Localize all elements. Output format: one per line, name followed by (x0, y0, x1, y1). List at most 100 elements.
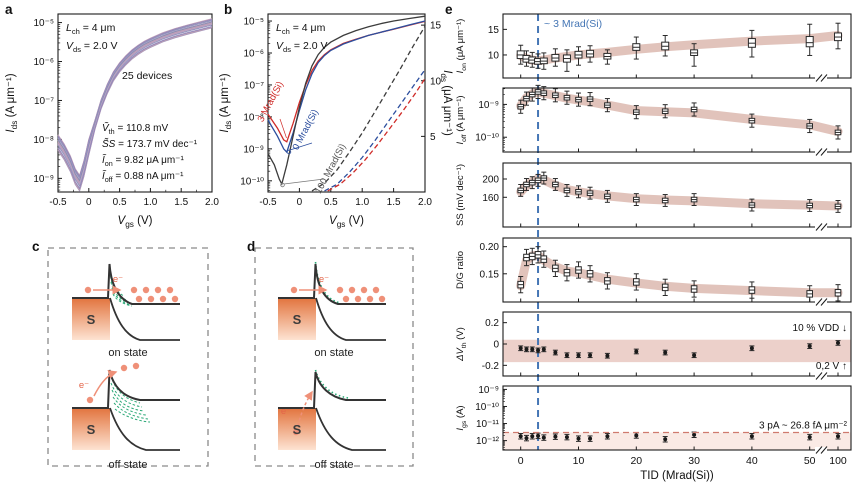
panel-a-chart: 10⁻⁵ 10⁻⁶ 10⁻⁷ 10⁻⁸ 10⁻⁹ -0.5 0 0.5 1.0 1.5 2.0 Lch… (5, 13, 219, 229)
y-tick-label: 10⁻⁷ (34, 96, 54, 107)
y-axis-label-ioff: Ioff (A μm⁻¹) (455, 95, 468, 144)
x-tick-label: 0 (297, 197, 303, 208)
data-point (576, 436, 581, 441)
data-point (536, 433, 541, 438)
y-tick-label: 160 (482, 193, 499, 204)
source-label: S (293, 312, 302, 327)
y2-tick-label: 10 (430, 76, 442, 87)
data-point (605, 434, 610, 439)
panel-d-schematic: e⁻ S on state e⁻ S off state (254, 247, 414, 471)
data-point (634, 349, 639, 354)
box (805, 36, 814, 48)
panel-c-schematic: e⁻ S on state e⁻ S off state (47, 247, 209, 471)
valence-band (109, 407, 180, 451)
data-point (634, 433, 639, 438)
data-point (692, 432, 697, 437)
transfer-curve (57, 26, 213, 190)
y2-tick-label: 15 (430, 21, 442, 32)
vdd-annotation: 10 % VDD ↓ (793, 323, 847, 334)
data-point (530, 347, 535, 352)
transfer-curve (57, 24, 213, 187)
x-tick-label: 20 (630, 455, 642, 467)
leakage-annotation: 3 pA ~ 26.8 fA μm⁻² (759, 420, 848, 431)
condition-lch: Lch = 4 μm (276, 22, 326, 36)
x-tick-label: -0.5 (259, 197, 277, 208)
panel-c-border (47, 247, 209, 467)
data-point (524, 436, 529, 441)
y-tick-label: 0.15 (480, 269, 500, 280)
panel-c-letter: c (32, 239, 40, 254)
y-tick-label: 0.2 (485, 318, 499, 329)
y-tick-label: 0 (493, 340, 499, 351)
valence-band (315, 297, 386, 341)
data-point (663, 437, 668, 442)
electron-cluster (130, 286, 179, 303)
y-tick-label: 10⁻⁶ (243, 48, 264, 59)
x-tick-label: -0.5 (49, 197, 67, 208)
emission-arrow (93, 370, 118, 397)
panel-c-off-state-diagram: e⁻ S off state (72, 362, 180, 471)
off-state-label: off state (109, 459, 148, 471)
tunneling-hatch (110, 375, 151, 423)
y-tick-label: 10⁻¹⁰ (475, 133, 499, 144)
electron-cluster (336, 286, 386, 303)
subplot-dvth (518, 340, 841, 359)
valence-band (315, 407, 386, 451)
curve-0-mrad-si-linear (324, 69, 426, 192)
data-point (807, 344, 812, 349)
data-point (588, 353, 593, 358)
condition-vds: Vds = 2.0 V (276, 40, 327, 54)
axes-frame (502, 162, 852, 228)
y-tick-label: 10⁻¹⁰ (240, 176, 264, 187)
data-point (530, 434, 535, 439)
x-axis-label: Vgs (V) (329, 215, 364, 229)
curve-3-mrad-si-linear (327, 78, 426, 192)
panel-a-letter: a (5, 2, 13, 17)
subplot-ss (517, 171, 842, 213)
x-tick-label: 10 (573, 455, 585, 467)
data-point (749, 434, 754, 439)
stat-line: Ĩon = 9.82 μA μm⁻¹ (102, 153, 184, 168)
x-tick-label: 0 (86, 197, 92, 208)
source-label: S (87, 312, 96, 327)
subplot-ion (516, 22, 842, 72)
conduction-band (72, 369, 180, 409)
stat-line: Ṽth = 110.8 mV (102, 121, 168, 136)
stat-line: Ĩoff = 0.88 nA μm⁻¹ (102, 169, 184, 184)
dose-annotation: ~ 3 Mrad(Si) (544, 18, 602, 30)
data-point (807, 435, 812, 440)
data-point (588, 436, 593, 441)
y-tick-label: 10⁻⁸ (243, 112, 264, 123)
data-point (541, 347, 546, 352)
curve-100-mrad-si- (267, 15, 426, 186)
y-tick-label: 10⁻¹¹ (476, 419, 500, 430)
data-point (518, 434, 523, 439)
y-tick-label: 10⁻⁹ (243, 144, 264, 155)
data-point (836, 340, 840, 345)
valence-band (109, 297, 180, 341)
x-tick-label: 100 (829, 455, 847, 467)
y-tick-label: 10⁻⁹ (33, 174, 54, 185)
x-tick-label: 2.0 (205, 197, 219, 208)
y-tick-label: 10⁻¹² (476, 436, 500, 447)
electron-dot (290, 286, 298, 294)
source-label: S (293, 422, 302, 437)
y-axis-label-left: Ids (A μm⁻¹) (219, 73, 233, 132)
data-point (536, 348, 541, 353)
data-point (553, 350, 558, 355)
source-block (72, 298, 110, 340)
y-tick-label: 10⁻⁹ (478, 100, 499, 111)
curve-0-mrad-si- (267, 20, 426, 154)
electron-label: e⁻ (281, 406, 291, 417)
curve-100-mrad-si-linear (311, 25, 426, 192)
electron-dot (292, 428, 300, 436)
x-tick-label: 30 (688, 455, 700, 467)
electron-dot (86, 396, 94, 404)
panel-e-letter: e (445, 2, 453, 17)
electron-cluster (120, 362, 140, 372)
data-point (749, 346, 754, 351)
x-tick-label: 0.5 (324, 197, 338, 208)
data-point (605, 353, 610, 358)
condition-vds: Vds = 2.0 V (66, 40, 117, 54)
x-tick-label: 1.5 (387, 197, 401, 208)
